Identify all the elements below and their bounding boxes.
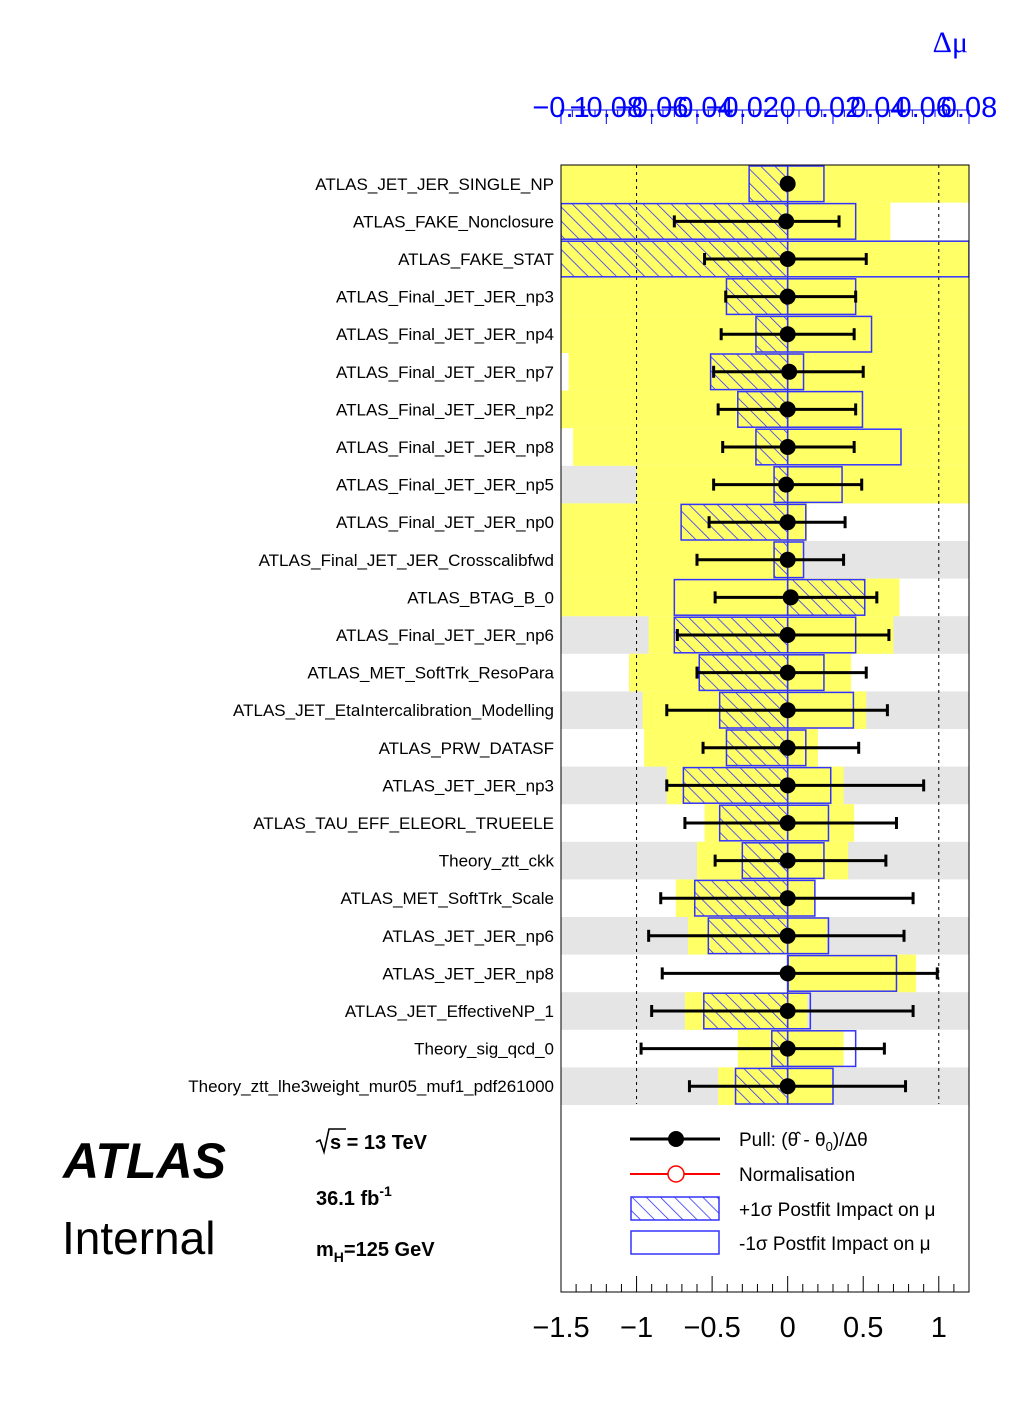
np-label: ATLAS_Final_JET_JER_np3 — [336, 288, 554, 307]
top-tick-label: 0.02 — [805, 92, 861, 124]
atlas-logo: ATLAS — [61, 1133, 226, 1189]
np-label: ATLAS_FAKE_STAT — [398, 250, 554, 269]
top-tick-label: 0 — [780, 92, 796, 124]
bottom-tick-label: −0.5 — [683, 1312, 740, 1344]
pull-marker — [779, 965, 796, 982]
pull-marker — [779, 927, 796, 944]
np-label: ATLAS_FAKE_Nonclosure — [353, 212, 554, 231]
legend-minus-box — [630, 1230, 720, 1255]
sqrt-s-text: s = 13 TeV — [330, 1132, 428, 1154]
np-label: ATLAS_JET_EffectiveNP_1 — [345, 1002, 554, 1021]
pull-marker — [779, 1078, 796, 1095]
np-label: ATLAS_Final_JET_JER_np2 — [336, 400, 554, 419]
pull-marker — [779, 1003, 796, 1019]
pull-marker — [779, 251, 796, 267]
legend-pull-marker — [668, 1131, 684, 1147]
pull-marker — [779, 739, 796, 756]
np-label: Theory_sig_qcd_0 — [414, 1040, 554, 1059]
legend-norm-label: Normalisation — [739, 1165, 855, 1186]
higgs-mass-label: mH=125 GeV — [316, 1239, 435, 1265]
plot-frame — [560, 164, 970, 1293]
np-label: ATLAS_Final_JET_JER_np0 — [336, 513, 554, 532]
bottom-tick-label: −1.5 — [532, 1312, 589, 1344]
bottom-tick-label: 0 — [780, 1312, 796, 1344]
top-tick-label: −0.1 — [532, 92, 589, 124]
pull-marker — [779, 288, 796, 305]
np-label: ATLAS_MET_SoftTrk_ResoPara — [307, 664, 554, 683]
pull-marker — [781, 363, 798, 380]
top-tick-label: −0.08 — [570, 92, 643, 124]
np-label: ATLAS_Final_JET_JER_np5 — [336, 476, 554, 495]
pull-marker — [779, 326, 796, 343]
pull-marker — [779, 702, 796, 719]
atlas-status: Internal — [62, 1212, 215, 1264]
sqrt-symbol — [315, 1128, 346, 1156]
pull-marker — [778, 476, 795, 493]
top-axis-label: Δμ — [933, 26, 968, 59]
np-label: ATLAS_Final_JET_JER_np4 — [336, 325, 554, 344]
pull-marker — [779, 852, 796, 869]
pull-marker — [779, 890, 796, 907]
bottom-tick-label: 1 — [931, 1312, 947, 1344]
np-label: ATLAS_PRW_DATASF — [379, 739, 554, 758]
pull-markers — [639, 175, 939, 1095]
top-tick-label: −0.06 — [615, 92, 688, 124]
legend-plus-box — [630, 1196, 720, 1221]
top-tick-label: −0.04 — [660, 92, 733, 124]
nuisance-parameter-labels: ATLAS_JET_JER_SINGLE_NP ATLAS_FAKE_Nonclo… — [188, 175, 554, 1096]
legend: Pull: (θ̂ - θ0)/Δθ Normalisation +1σ Pos… — [630, 1130, 935, 1255]
np-label: ATLAS_JET_EtaIntercalibration_Modelling — [233, 701, 554, 720]
legend-pull-label: Pull: (θ̂ - θ0)/Δθ — [739, 1130, 868, 1154]
top-tick-label: −0.02 — [706, 92, 779, 124]
top-tick-label: 0.04 — [850, 92, 906, 124]
np-label: ATLAS_JET_JER_np6 — [382, 927, 554, 946]
np-label: ATLAS_JET_JER_SINGLE_NP — [315, 175, 554, 194]
pull-marker — [779, 439, 796, 455]
pull-marker — [779, 175, 796, 192]
np-label: ATLAS_TAU_EFF_ELEORL_TRUEELE — [253, 814, 554, 833]
pull-marker — [779, 514, 796, 531]
sqrt-s-label: s = 13 TeV — [315, 1128, 428, 1156]
np-label: ATLAS_JET_JER_np3 — [382, 776, 554, 795]
top-tick-label: 0.06 — [895, 92, 951, 124]
np-label: Theory_ztt_lhe3weight_mur05_muf1_pdf2610… — [188, 1077, 554, 1096]
pull-marker — [779, 551, 796, 568]
np-label: ATLAS_Final_JET_JER_np6 — [336, 626, 554, 645]
np-label: ATLAS_MET_SoftTrk_Scale — [340, 889, 554, 908]
np-label: ATLAS_Final_JET_JER_Crosscalibfwd — [259, 551, 554, 570]
pull-marker — [779, 1040, 796, 1057]
np-label: ATLAS_JET_JER_np8 — [382, 964, 554, 983]
bottom-tick-label: 0.5 — [843, 1312, 883, 1344]
luminosity-label: 36.1 fb-1 — [316, 1183, 392, 1210]
pull-marker — [779, 777, 796, 794]
legend-plus-label: +1σ Postfit Impact on μ — [739, 1200, 935, 1221]
pull-marker — [779, 815, 796, 831]
legend-norm-marker — [667, 1165, 685, 1183]
pull-marker — [779, 664, 796, 681]
np-label: ATLAS_BTAG_B_0 — [407, 588, 554, 607]
bottom-tick-label: −1 — [620, 1312, 653, 1344]
np-label: Theory_ztt_ckk — [439, 852, 555, 871]
legend-minus-label: -1σ Postfit Impact on μ — [739, 1234, 931, 1255]
top-tick-label: 0.08 — [941, 92, 997, 124]
pull-marker — [779, 401, 796, 418]
bottom-axis: −1.5 −1 −0.5 0 0.5 1 — [532, 1276, 970, 1344]
np-label: ATLAS_Final_JET_JER_np8 — [336, 438, 554, 457]
top-axis: −0.1−0.08−0.06−0.04−0.02 0 0.020.040.060.0… — [532, 92, 997, 124]
pull-marker — [782, 589, 799, 606]
np-label: ATLAS_Final_JET_JER_np7 — [336, 363, 554, 382]
pull-marker — [779, 627, 796, 643]
pull-marker — [778, 213, 795, 230]
